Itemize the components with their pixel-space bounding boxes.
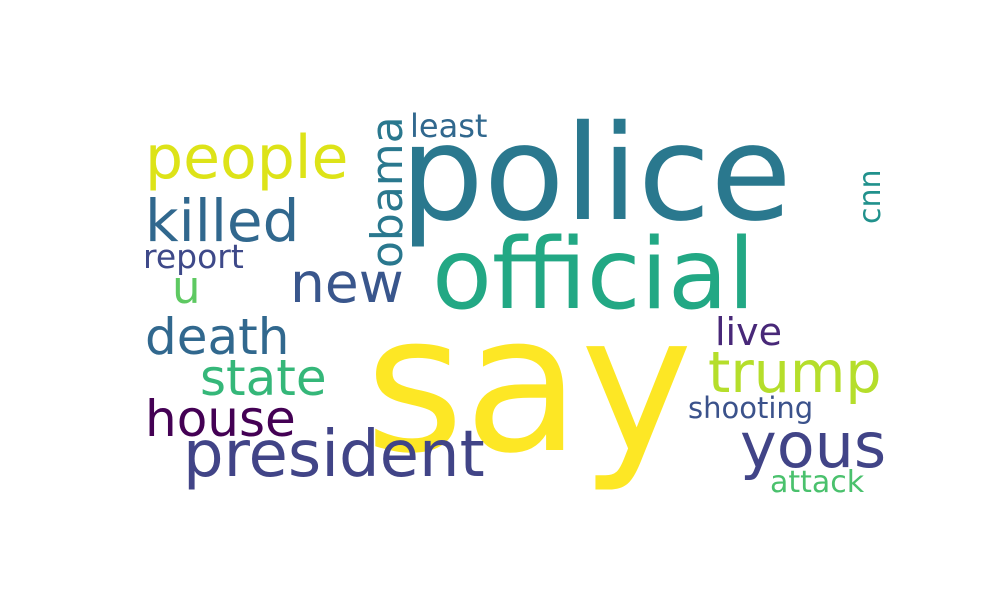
- word-killed: killed: [145, 187, 300, 255]
- word-new: new: [290, 251, 404, 315]
- word-u: u: [172, 261, 201, 314]
- word-say: say: [365, 274, 693, 495]
- word-shooting: shooting: [688, 391, 814, 425]
- word-house: house: [145, 390, 296, 448]
- word-least: least: [410, 107, 488, 145]
- word-yous: yous: [740, 409, 887, 482]
- word-president: president: [183, 418, 485, 492]
- word-police: police: [400, 97, 792, 251]
- word-people: people: [145, 123, 349, 193]
- word-live: live: [715, 310, 782, 354]
- word-state: state: [200, 349, 327, 407]
- word-death: death: [145, 308, 290, 366]
- word-trump: trump: [708, 340, 882, 406]
- word-official: official: [432, 218, 756, 332]
- word-obama: obama: [362, 116, 413, 268]
- word-attack: attack: [770, 465, 865, 500]
- word-cnn: cnn: [853, 169, 888, 224]
- word-report: report: [143, 237, 244, 276]
